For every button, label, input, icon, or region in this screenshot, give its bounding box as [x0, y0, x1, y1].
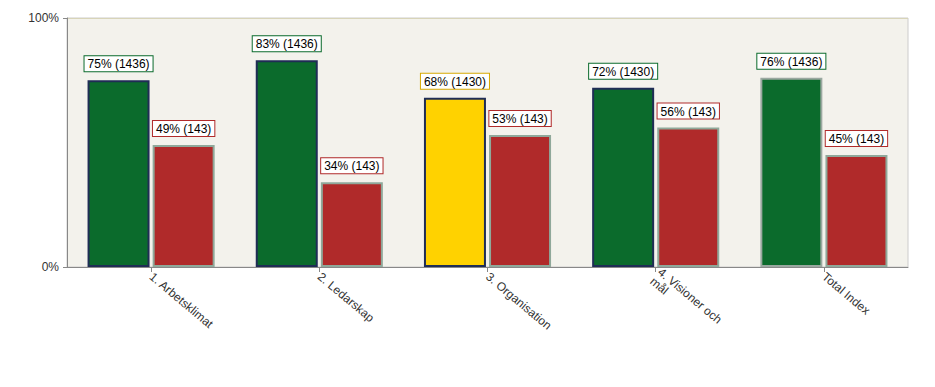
- svg-text:Total Index: Total Index: [819, 270, 872, 318]
- svg-text:1. Arbetsklimat: 1. Arbetsklimat: [147, 270, 217, 332]
- svg-text:68% (1430): 68% (1430): [424, 75, 486, 89]
- svg-text:4. Visioner och: 4. Visioner och: [655, 265, 727, 329]
- svg-text:34% (143): 34% (143): [324, 159, 379, 173]
- svg-text:49% (143): 49% (143): [156, 122, 211, 136]
- svg-text:83% (1436): 83% (1436): [256, 37, 318, 51]
- svg-text:56% (143): 56% (143): [661, 105, 716, 119]
- svg-text:72% (1430): 72% (1430): [592, 65, 654, 79]
- svg-text:mål: mål: [647, 274, 671, 297]
- svg-text:0%: 0%: [42, 260, 60, 274]
- svg-text:45% (143): 45% (143): [829, 132, 884, 146]
- svg-text:3. Organisation: 3. Organisation: [483, 270, 554, 333]
- svg-text:100%: 100%: [28, 11, 59, 25]
- svg-text:75% (1436): 75% (1436): [88, 57, 150, 71]
- svg-text:53% (143): 53% (143): [492, 112, 547, 126]
- svg-text:76% (1436): 76% (1436): [760, 55, 822, 69]
- svg-text:2. Ledarskap: 2. Ledarskap: [315, 270, 377, 326]
